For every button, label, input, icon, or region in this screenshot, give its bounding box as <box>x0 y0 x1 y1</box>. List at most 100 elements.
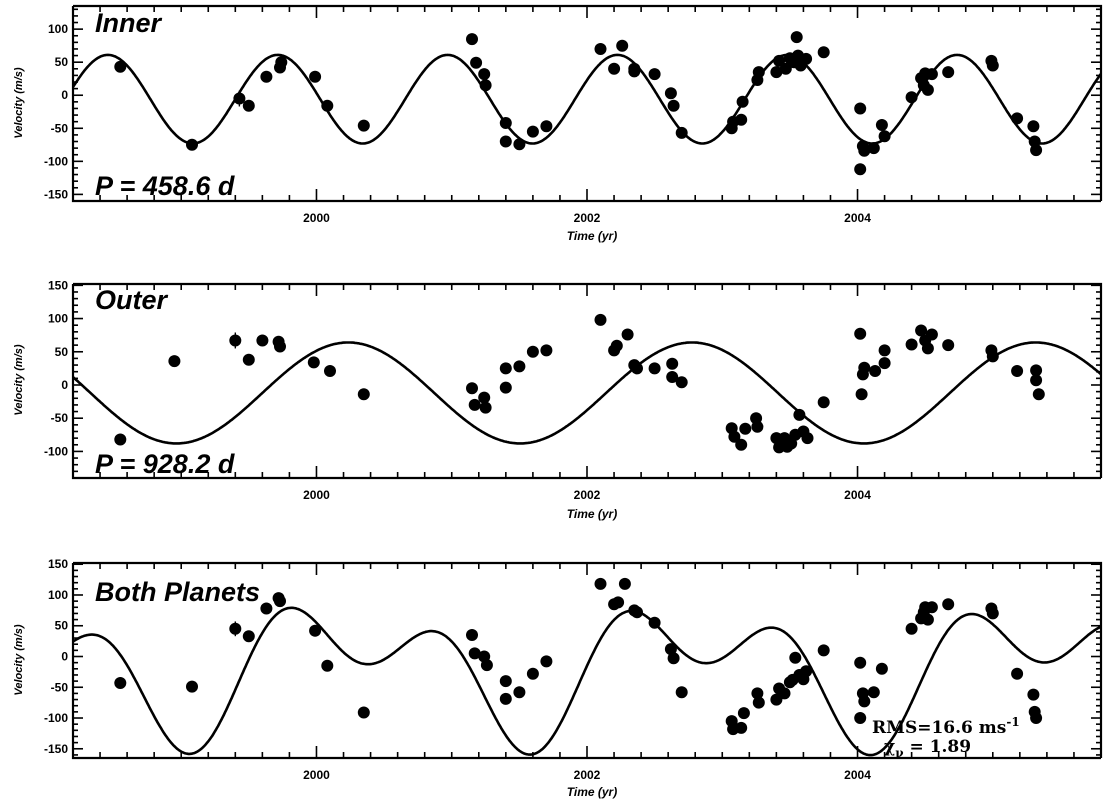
data-point <box>1030 144 1043 157</box>
data-point <box>594 43 607 55</box>
data-point <box>1027 120 1040 133</box>
data-point <box>986 607 999 620</box>
data-point <box>751 687 764 700</box>
panel-both: -150 -100 -50 0 50 100 150 2000 2002 2004 <box>44 557 1103 782</box>
data-point <box>790 31 803 44</box>
data-point <box>610 339 623 352</box>
data-point <box>526 667 539 680</box>
y-axis-label-outer: Velocity (m/s) <box>13 344 25 415</box>
y-tick-label: 100 <box>48 588 68 602</box>
y-tick-label: 0 <box>61 650 68 664</box>
y-tick-label: -150 <box>44 742 68 756</box>
data-point <box>666 357 679 370</box>
data-point <box>667 99 680 112</box>
data-point <box>737 707 750 720</box>
data-point <box>540 120 553 133</box>
data-point <box>878 344 891 357</box>
data-point <box>324 365 336 377</box>
panel-title-both: Both Planets <box>95 577 260 607</box>
data-point <box>875 119 888 131</box>
data-point <box>921 613 934 626</box>
data-point <box>612 596 625 609</box>
data-point <box>789 651 802 664</box>
x-axis-label-outer: Time (yr) <box>567 507 617 521</box>
data-point <box>186 138 198 151</box>
data-point <box>942 598 955 611</box>
data-point <box>513 138 526 151</box>
data-point <box>321 659 334 672</box>
data-point <box>921 342 934 355</box>
data-point <box>1032 388 1045 401</box>
data-point <box>664 643 677 656</box>
data-point <box>274 595 286 608</box>
data-point <box>817 644 830 657</box>
y-tick-label: -50 <box>51 411 69 425</box>
data-point <box>1011 112 1024 125</box>
x-axis-label-inner: Time (yr) <box>567 229 617 243</box>
x-axis-label-both: Time (yr) <box>567 785 617 799</box>
data-point <box>770 693 783 706</box>
data-point <box>628 65 641 78</box>
data-point <box>242 353 255 366</box>
data-point <box>867 686 880 699</box>
data-point <box>321 99 334 112</box>
data-point <box>168 355 181 368</box>
data-point <box>800 665 813 678</box>
y-tick-label: -50 <box>51 121 69 135</box>
data-point <box>1030 364 1043 377</box>
y-axis-label-inner: Velocity (m/s) <box>13 67 25 138</box>
panel-title-inner: Inner <box>95 8 163 38</box>
data-point <box>1030 712 1043 724</box>
data-point <box>739 422 752 435</box>
data-point <box>648 616 661 629</box>
data-point <box>594 313 607 326</box>
y-tick-label: 0 <box>61 378 68 392</box>
data-point <box>675 376 688 389</box>
y-tick-label: -100 <box>44 711 68 725</box>
data-point <box>735 113 748 126</box>
data-point <box>466 382 478 395</box>
data-point <box>942 339 955 352</box>
data-point <box>752 66 765 79</box>
data-point <box>466 629 478 641</box>
data-point <box>867 142 880 155</box>
data-point <box>770 66 783 79</box>
data-point <box>1030 374 1043 387</box>
data-point <box>114 433 127 446</box>
data-point <box>499 135 512 148</box>
data-point <box>875 662 888 675</box>
x-tick-label: 2002 <box>574 211 601 225</box>
data-point <box>274 340 286 353</box>
data-point <box>858 695 871 708</box>
chi-annotation: χν = 1.89 <box>884 737 971 760</box>
data-point <box>470 56 483 69</box>
data-point <box>925 68 938 81</box>
data-point <box>1011 667 1024 680</box>
data-point <box>854 327 867 340</box>
data-point <box>468 398 481 411</box>
data-point <box>114 677 127 689</box>
data-point <box>905 622 918 635</box>
model-curve <box>72 606 1102 757</box>
data-point <box>229 622 242 635</box>
x-tick-label: 2002 <box>574 768 601 782</box>
data-point <box>855 388 868 401</box>
data-point <box>307 356 320 369</box>
panel-outer: -100 -50 0 50 100 150 2000 2002 2004 <box>44 278 1103 502</box>
chi-symbol: χ <box>884 737 895 757</box>
data-point <box>735 721 748 734</box>
data-point <box>858 361 871 374</box>
data-point <box>478 391 491 404</box>
model-curve <box>72 341 1102 445</box>
data-point <box>242 630 255 643</box>
y-tick-label: 50 <box>55 619 69 633</box>
data-point <box>736 95 749 108</box>
chi-subscript: ν <box>895 746 903 760</box>
y-tick-label: 100 <box>48 312 68 326</box>
data-point <box>1027 688 1040 701</box>
data-point <box>817 46 830 59</box>
y-axis-label-both: Velocity (m/s) <box>13 624 25 695</box>
rms-annotation: RMS=16.6 ms-1 <box>872 715 1020 738</box>
data-point <box>357 119 370 132</box>
data-point <box>854 163 867 176</box>
